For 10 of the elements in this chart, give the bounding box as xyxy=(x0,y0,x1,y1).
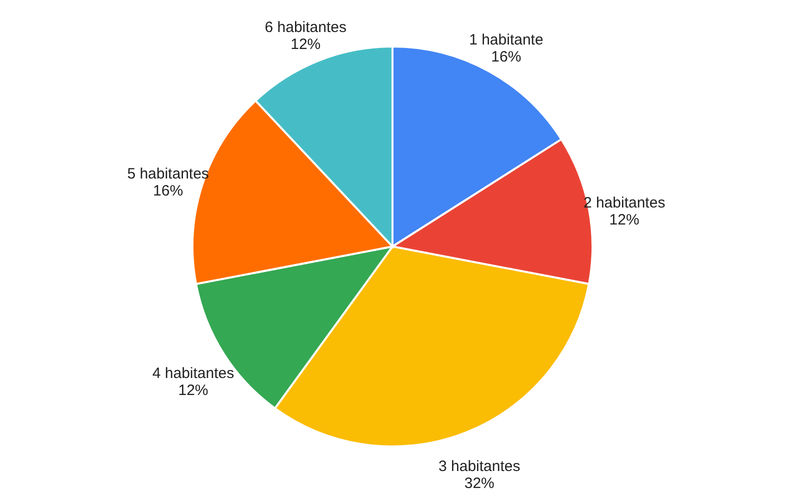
data-label: 12% xyxy=(178,382,208,399)
slice-label: 4 habitantes xyxy=(152,364,234,382)
data-label: 12% xyxy=(290,36,321,54)
slice-label: 3 habitantes xyxy=(438,458,520,475)
slice-label: 6 habitantes xyxy=(264,19,346,36)
slice-label: 1 habitante xyxy=(469,32,544,49)
data-label: 32% xyxy=(464,474,494,492)
data-label: 16% xyxy=(153,182,184,200)
data-label: 12% xyxy=(609,211,640,228)
data-label: 16% xyxy=(491,48,522,66)
